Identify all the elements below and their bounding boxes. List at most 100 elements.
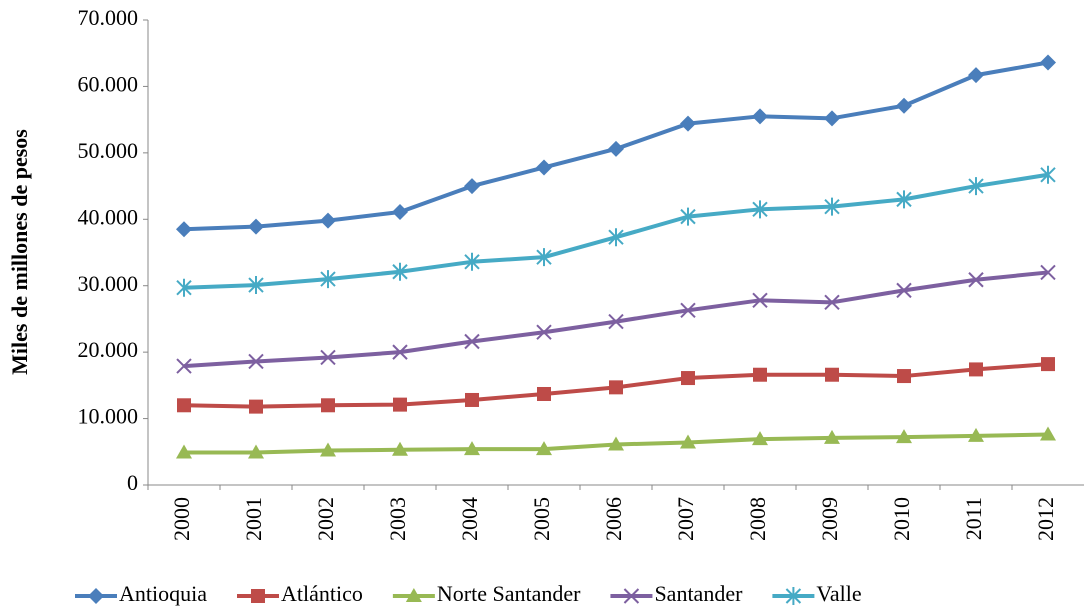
marker	[608, 436, 624, 451]
marker	[623, 588, 640, 604]
marker	[249, 399, 263, 414]
x-tick-label: 2005	[529, 497, 554, 541]
marker	[392, 262, 408, 281]
x-tick-label: 2002	[313, 497, 338, 541]
marker	[536, 441, 552, 456]
marker	[608, 140, 624, 157]
marker	[824, 294, 840, 311]
marker	[464, 252, 480, 271]
marker	[608, 313, 624, 330]
marker	[465, 392, 479, 407]
marker	[536, 324, 552, 340]
marker	[320, 442, 336, 457]
marker	[752, 108, 768, 125]
marker	[251, 589, 265, 603]
legend-label: Santander	[654, 581, 743, 606]
marker	[1041, 357, 1055, 372]
marker	[176, 358, 192, 374]
x-tick-label: 2007	[673, 497, 698, 541]
marker	[752, 200, 768, 219]
marker	[177, 398, 191, 413]
marker	[392, 203, 408, 220]
marker	[393, 397, 407, 412]
marker	[321, 398, 335, 413]
x-tick-label: 2010	[889, 497, 914, 541]
y-tick-label: 30.000	[78, 271, 139, 296]
marker	[88, 588, 104, 604]
legend-item: Atlántico	[237, 581, 363, 606]
x-tick-label: 2000	[169, 497, 194, 541]
series-line	[183, 270, 1049, 369]
marker	[392, 441, 408, 456]
marker	[1040, 54, 1056, 71]
marker	[248, 353, 264, 370]
marker	[248, 218, 264, 235]
marker	[464, 441, 480, 456]
marker	[680, 434, 696, 449]
marker	[825, 367, 839, 382]
legend-label: Norte Santander	[437, 581, 581, 606]
legend-item: Antioquia	[75, 581, 207, 606]
marker	[464, 333, 480, 350]
marker	[753, 367, 767, 382]
marker	[969, 362, 983, 377]
marker	[248, 276, 264, 295]
x-tick-label: 2011	[961, 497, 986, 540]
marker	[405, 588, 422, 602]
legend-label: Atlántico	[281, 581, 363, 606]
marker	[824, 429, 840, 444]
marker	[785, 587, 802, 605]
y-tick-label: 20.000	[78, 337, 139, 362]
marker	[681, 371, 695, 386]
marker	[320, 349, 336, 366]
x-tick-label: 2001	[241, 497, 266, 541]
x-tick-label: 2008	[745, 497, 770, 541]
marker	[824, 110, 840, 127]
marker	[536, 159, 552, 176]
marker	[1040, 264, 1056, 281]
marker	[752, 431, 768, 446]
marker	[176, 221, 192, 238]
marker	[1040, 426, 1056, 441]
marker	[968, 272, 984, 288]
marker	[1040, 165, 1056, 184]
marker	[896, 190, 912, 209]
marker	[968, 177, 984, 196]
marker	[392, 344, 408, 360]
marker	[896, 429, 912, 444]
y-tick-label: 50.000	[78, 138, 139, 163]
x-tick-label: 2004	[457, 497, 482, 541]
marker	[968, 427, 984, 442]
marker	[824, 197, 840, 216]
marker	[320, 212, 336, 229]
marker	[680, 115, 696, 132]
marker	[536, 248, 552, 267]
y-axis-title: Miles de millones de pesos	[7, 129, 32, 375]
marker	[752, 292, 768, 309]
y-tick-label: 10.000	[78, 404, 139, 429]
marker	[320, 270, 336, 289]
x-tick-label: 2006	[601, 497, 626, 541]
marker	[680, 302, 696, 319]
legend-item: Valle	[772, 581, 862, 606]
legend-item: Santander	[610, 581, 743, 606]
x-tick-label: 2012	[1033, 497, 1058, 541]
marker	[609, 380, 623, 395]
marker	[896, 282, 912, 299]
marker	[176, 278, 192, 297]
marker	[897, 369, 911, 384]
y-tick-label: 70.000	[78, 5, 139, 30]
legend-item: Norte Santander	[392, 581, 581, 606]
marker	[464, 178, 480, 195]
marker	[896, 97, 912, 114]
marker	[537, 386, 551, 401]
marker	[608, 228, 624, 247]
y-tick-label: 60.000	[78, 71, 139, 96]
y-tick-label: 0	[127, 470, 138, 495]
x-tick-label: 2009	[817, 497, 842, 541]
legend-label: Antioquia	[119, 581, 207, 606]
marker	[680, 207, 696, 226]
x-tick-label: 2003	[385, 497, 410, 541]
y-tick-label: 40.000	[78, 204, 139, 229]
